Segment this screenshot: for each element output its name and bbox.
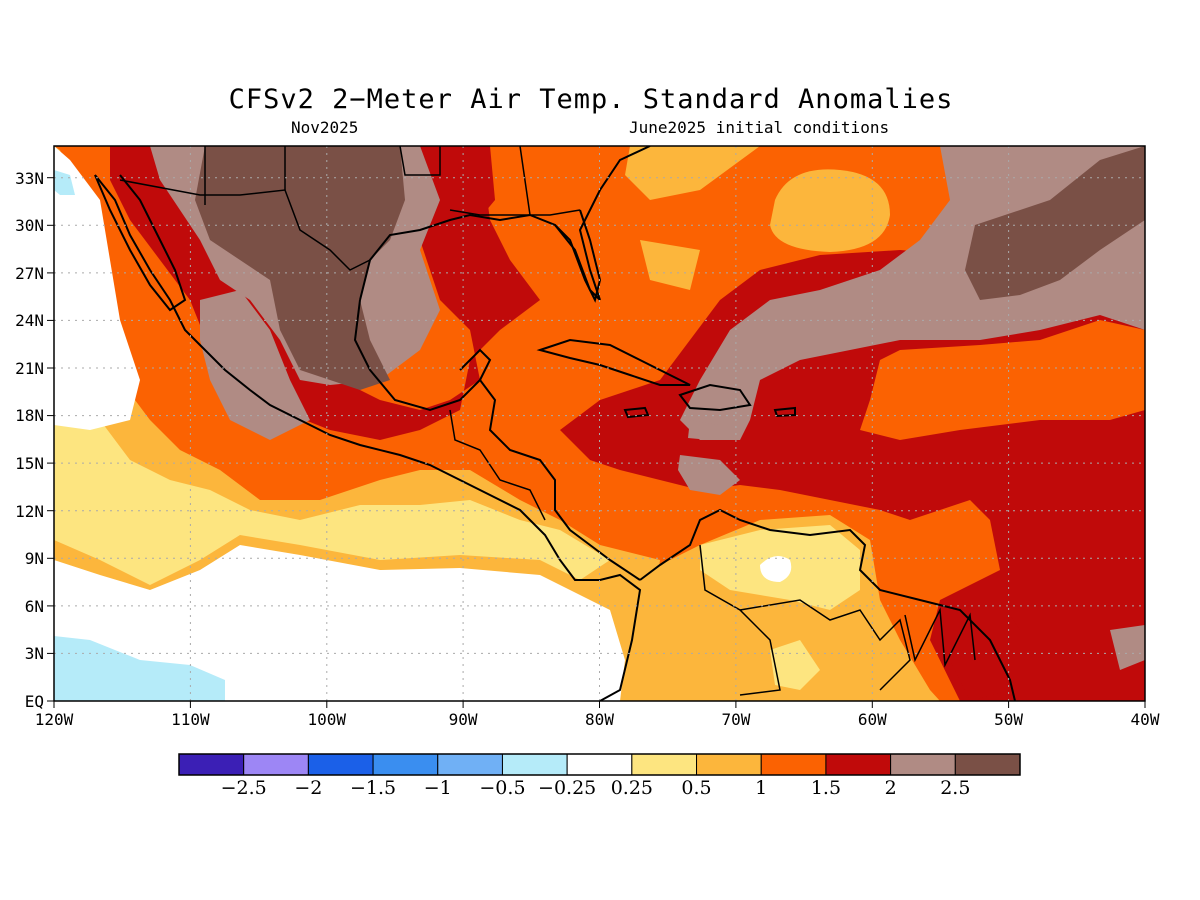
field-white-sa xyxy=(760,556,792,582)
coast-hispaniola xyxy=(678,383,752,412)
field-white-pacific-south xyxy=(54,545,625,701)
colorbar-swatch xyxy=(437,753,503,776)
field-lightyellow-sa2 xyxy=(770,640,820,690)
coast-cuba xyxy=(536,338,691,386)
border-us-states xyxy=(204,146,581,216)
y-tick-label: 24N xyxy=(15,311,44,330)
colorbar-tick-label: −0.25 xyxy=(538,777,596,799)
coast-gulf-mexico xyxy=(353,299,492,412)
colorbar-labels: −2.5 −2 −1.5 −1 −0.5 −0.25 0.25 0.5 1 1.5 2 2.5 xyxy=(221,777,971,799)
field-taupe-sa xyxy=(1110,625,1145,670)
y-tick-label: 30N xyxy=(15,216,44,235)
colorbar-swatch xyxy=(178,753,245,776)
y-axis-ticks xyxy=(47,177,54,702)
colorbar-tick-label: 1 xyxy=(755,777,767,799)
forecast-month: Nov2025 xyxy=(291,118,359,137)
coast-puerto-rico xyxy=(773,406,796,418)
field-red-gulf xyxy=(440,146,495,230)
x-tick-label: 50W xyxy=(994,710,1023,729)
field-brown-atlantic xyxy=(965,146,1145,300)
coast-florida xyxy=(554,209,602,303)
y-tick-label: 27N xyxy=(15,264,44,283)
coast-jamaica xyxy=(623,406,650,419)
field-taupe-mexico-west xyxy=(200,290,310,440)
field-taupe-carib-1 xyxy=(678,455,740,495)
colorbar-tick-label: −2 xyxy=(294,777,322,799)
colorbar-swatch xyxy=(890,753,956,776)
colorbar-swatch xyxy=(566,753,633,776)
y-tick-label: 18N xyxy=(15,406,44,425)
coastlines xyxy=(94,146,1016,701)
colorbar-swatch xyxy=(954,753,1021,776)
border-us-mexico xyxy=(119,179,371,271)
field-white-pacific xyxy=(54,146,140,430)
colorbar-tick-label: 1.5 xyxy=(811,777,841,799)
coast-baja xyxy=(94,174,187,312)
field-cyan-north xyxy=(54,170,75,195)
x-axis-ticks xyxy=(53,701,1146,708)
field-yellow-atlantic xyxy=(770,169,890,252)
field-cyan-south xyxy=(54,636,225,701)
x-tick-label: 70W xyxy=(721,710,750,729)
y-tick-label: 9N xyxy=(25,549,44,568)
border-colombia xyxy=(699,544,781,696)
field-yellow-north-sa xyxy=(640,240,700,290)
colorbar-swatch xyxy=(696,753,762,776)
colorbar-tick-label: 2 xyxy=(885,777,897,799)
y-axis-labels: EQ 3N 6N 9N 12N 15N 18N 21N 24N 27N 30N … xyxy=(15,169,44,711)
coast-central-america xyxy=(479,379,641,581)
initial-conditions: June2025 initial conditions xyxy=(629,118,890,137)
y-tick-label: 3N xyxy=(25,644,44,663)
colorbar-tick-label: −1 xyxy=(424,777,452,799)
colorbar-swatch xyxy=(631,753,698,776)
colorbar: −2.5 −2 −1.5 −1 −0.5 −0.25 0.25 0.5 1 1.5 2 2.5 xyxy=(178,753,1021,799)
colorbar-tick-label: 0.5 xyxy=(681,777,711,799)
colorbar-tick-label: 0.25 xyxy=(611,777,653,799)
colorbar-swatch xyxy=(307,753,374,776)
x-tick-label: 120W xyxy=(35,710,74,729)
colorbar-tick-label: −2.5 xyxy=(221,777,267,799)
y-tick-label: 15N xyxy=(15,454,44,473)
x-tick-label: 80W xyxy=(585,710,614,729)
anomaly-field xyxy=(54,146,1145,701)
coast-mexico-pacific xyxy=(94,174,642,701)
y-tick-label: 33N xyxy=(15,169,44,188)
y-tick-label: 21N xyxy=(15,359,44,378)
colorbar-swatch xyxy=(243,753,309,776)
x-axis-labels: 120W 110W 100W 90W 80W 70W 60W 50W 40W xyxy=(35,710,1160,729)
x-tick-label: 60W xyxy=(858,710,887,729)
colorbar-swatch xyxy=(372,753,439,776)
grid-lines xyxy=(54,146,1145,701)
field-red-caribbean xyxy=(560,235,1145,701)
y-tick-label: EQ xyxy=(25,692,44,711)
colorbar-swatch xyxy=(501,753,568,776)
field-brown-mexico xyxy=(195,146,405,390)
field-yellow-gulf-north xyxy=(625,146,760,200)
field-taupe-carib-2 xyxy=(688,420,720,440)
x-tick-label: 90W xyxy=(449,710,478,729)
field-red-sa xyxy=(940,600,1020,701)
colorbar-tick-label: −0.5 xyxy=(479,777,525,799)
field-lightyellow-pacific xyxy=(54,146,610,585)
y-tick-label: 6N xyxy=(25,597,44,616)
field-yellow-pacific xyxy=(54,146,660,701)
map-title: CFSv2 2−Meter Air Temp. Standard Anomali… xyxy=(228,84,954,115)
colorbar-tick-label: −1.5 xyxy=(350,777,396,799)
border-guianas xyxy=(904,607,976,668)
x-tick-label: 110W xyxy=(171,710,210,729)
x-tick-label: 40W xyxy=(1131,710,1160,729)
colorbar-tick-label: 2.5 xyxy=(940,777,970,799)
border-central-america xyxy=(449,409,546,521)
colorbar-swatch xyxy=(760,753,827,776)
x-tick-label: 100W xyxy=(308,710,347,729)
colorbar-frame xyxy=(178,753,1021,776)
colorbar-swatch xyxy=(825,753,892,776)
y-tick-label: 12N xyxy=(15,502,44,521)
colorbar-swatches xyxy=(178,753,1021,776)
